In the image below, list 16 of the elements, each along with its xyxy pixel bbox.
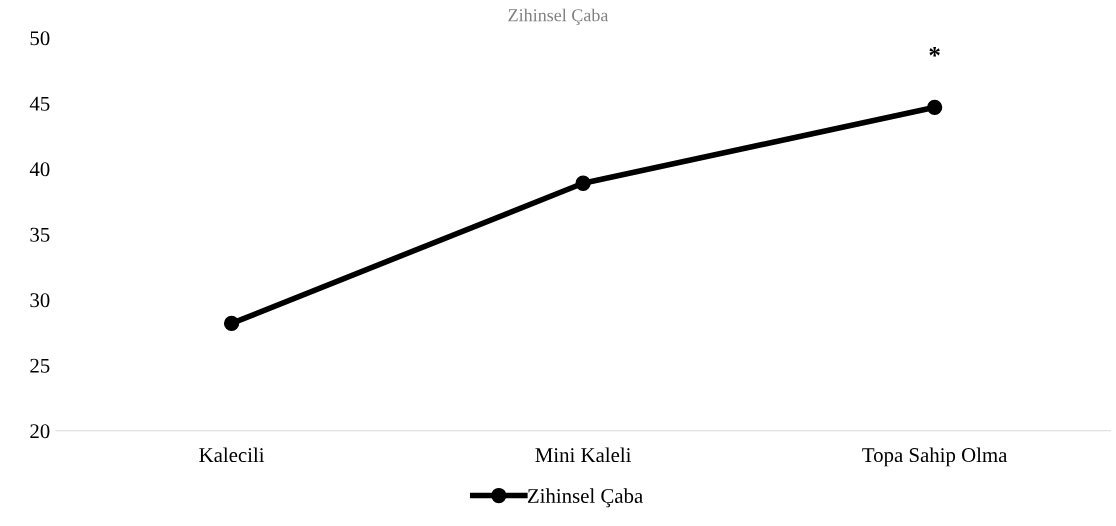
y-tick-label: 45 xyxy=(29,96,50,111)
point xyxy=(927,99,943,115)
y-tick-label: 50 xyxy=(30,31,50,46)
y-tick-label: 30 xyxy=(30,293,50,308)
annotation: * xyxy=(929,47,940,57)
y-tick-label: 20 xyxy=(30,424,50,439)
x-tick-label: Topa Sahip Olma xyxy=(862,447,1008,467)
x-tick-label: Mini Kaleli xyxy=(535,447,632,463)
chart-title: Zihinsel Çaba xyxy=(508,8,609,26)
legend-label: Zihinsel Çaba xyxy=(527,488,643,508)
y-tick-label: 25 xyxy=(30,358,50,373)
y-tick-label: 40 xyxy=(29,162,50,177)
point xyxy=(575,175,591,191)
y-tick-label: 35 xyxy=(30,227,50,242)
point xyxy=(223,315,240,332)
x-tick-label: Kalecili xyxy=(199,447,265,463)
